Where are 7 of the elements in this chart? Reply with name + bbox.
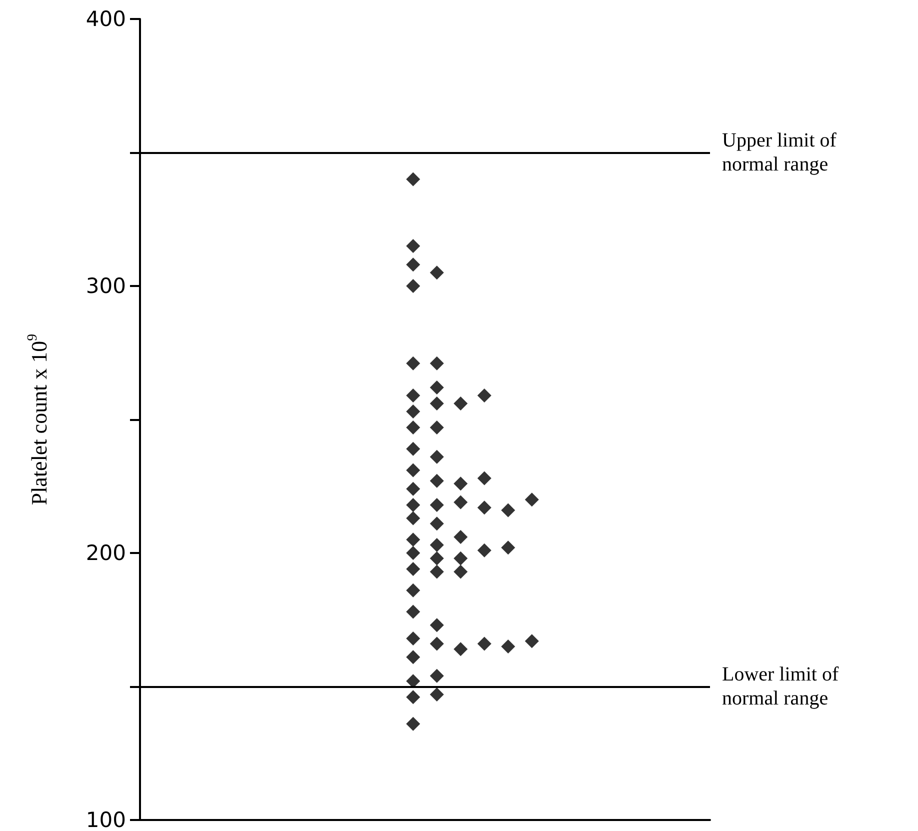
- y-tick-label: 100: [86, 808, 126, 831]
- y-tick-label: 200: [86, 541, 126, 565]
- y-tick-label: 400: [86, 7, 126, 31]
- y-tick-label: 300: [86, 274, 126, 298]
- y-axis-title: Platelet count x 109: [26, 334, 52, 506]
- ref-line-label: Lower limit of normal range: [722, 664, 839, 710]
- ref-line-label: Upper limit of normal range: [722, 130, 837, 176]
